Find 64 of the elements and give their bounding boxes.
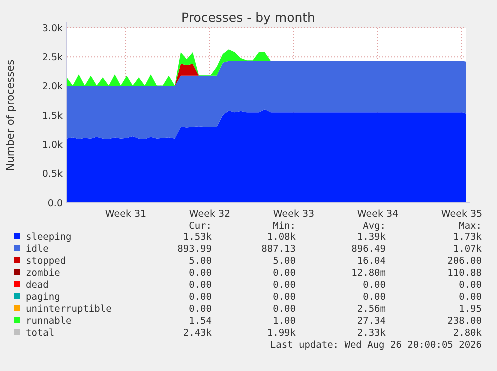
- x-tick-label: Week 35: [441, 209, 483, 220]
- text: 1.00: [273, 316, 296, 327]
- text: 1.54: [189, 316, 212, 327]
- text: 238.00: [448, 316, 482, 327]
- text: 27.34: [357, 316, 386, 327]
- text: 5.00: [189, 256, 212, 267]
- x-tick-label: Week 33: [273, 209, 315, 220]
- y-tick-label: 0.5k: [42, 169, 64, 180]
- text: 0.00: [273, 304, 296, 315]
- legend-label: runnable: [26, 316, 72, 327]
- text: Last update: Wed Aug 26 20:00:05 2026: [270, 340, 482, 351]
- text: 0.00: [189, 292, 212, 303]
- text: 16.04: [357, 256, 386, 267]
- text: 1.99k: [267, 328, 296, 339]
- text: 0.00: [273, 292, 296, 303]
- text: Cur:: [189, 221, 212, 232]
- text: 1.95: [459, 304, 482, 315]
- text: 2.43k: [183, 328, 212, 339]
- legend-label: total: [26, 328, 55, 339]
- text: 0.00: [189, 304, 212, 315]
- text: Max:: [459, 221, 482, 232]
- y-axis-title: Number of processes: [5, 60, 17, 172]
- text: 2.56m: [357, 304, 386, 315]
- legend-label: sleeping: [26, 232, 72, 243]
- text: 2.80k: [453, 328, 482, 339]
- y-tick-label: 0.0: [48, 198, 63, 210]
- text: 12.80m: [352, 268, 386, 279]
- x-tick-label: Week 34: [357, 209, 399, 220]
- text: 1.73k: [453, 232, 482, 243]
- legend-label: uninterruptible: [26, 304, 112, 315]
- y-tick-label: 2.0k: [42, 82, 64, 93]
- text: 2.33k: [357, 328, 386, 339]
- text: Avg:: [363, 221, 386, 232]
- text: 1.08k: [267, 232, 296, 243]
- text: 0.00: [189, 268, 212, 279]
- x-tick-label: Week 32: [189, 209, 231, 220]
- text: 0.00: [363, 292, 386, 303]
- text: 0.00: [363, 280, 386, 291]
- text: 110.88: [448, 268, 482, 279]
- legend-label: stopped: [26, 256, 66, 267]
- y-tick-label: 3.0k: [42, 23, 64, 34]
- text: 1.53k: [183, 232, 212, 243]
- text: 0.00: [273, 280, 296, 291]
- text: 1.07k: [453, 244, 482, 255]
- text: 1.39k: [357, 232, 386, 243]
- legend-label: zombie: [26, 268, 61, 279]
- text: 206.00: [448, 256, 482, 267]
- text: 0.00: [459, 292, 482, 303]
- chart-title: Processes - by month: [182, 10, 316, 25]
- legend-label: dead: [26, 280, 49, 291]
- x-tick-label: Week 31: [105, 209, 147, 220]
- text: 0.00: [273, 268, 296, 279]
- text: 887.13: [262, 244, 296, 255]
- y-tick-label: 2.5k: [42, 52, 64, 64]
- y-tick-label: 1.0k: [42, 140, 64, 151]
- y-tick-label: 1.5k: [42, 110, 64, 122]
- text: 893.99: [178, 244, 212, 255]
- text: 896.49: [352, 244, 386, 255]
- legend-label: paging: [26, 292, 60, 303]
- text: Min:: [273, 221, 296, 232]
- text: 0.00: [189, 280, 212, 291]
- text: 0.00: [459, 280, 482, 291]
- text: 5.00: [273, 256, 296, 267]
- legend-label: idle: [26, 244, 50, 255]
